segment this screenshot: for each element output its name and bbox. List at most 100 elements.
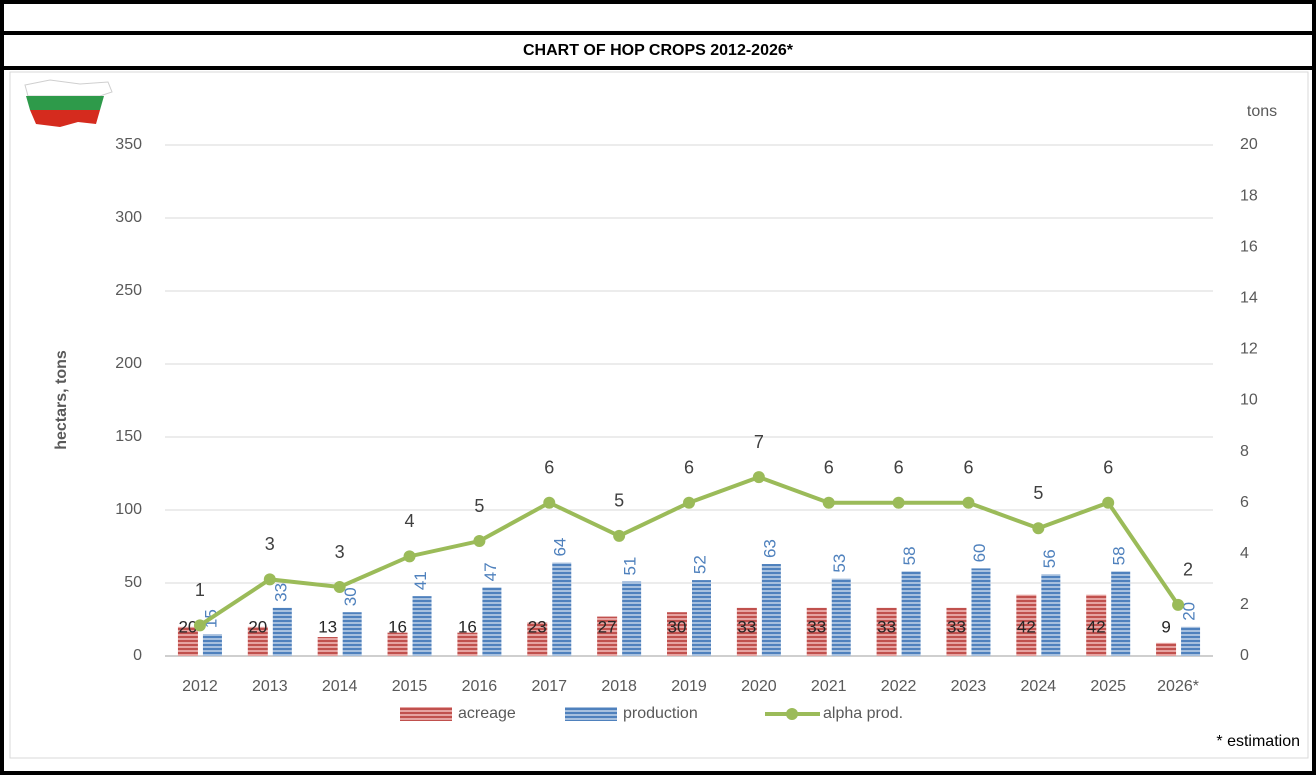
x-tick-label: 2021	[811, 678, 847, 695]
line-value-label: 6	[894, 457, 904, 477]
x-tick-label: 2020	[741, 678, 777, 695]
line-value-label: 6	[824, 457, 834, 477]
bar-value-label: 16	[388, 617, 407, 636]
y2-tick-label: 4	[1240, 545, 1249, 562]
line-point	[403, 550, 416, 563]
line-point	[962, 496, 975, 509]
bar-value-label: 53	[830, 554, 849, 573]
bar	[317, 637, 338, 656]
bar-value-label: 56	[1040, 549, 1059, 568]
line-value-label: 5	[474, 496, 484, 516]
y2-tick-label: 16	[1240, 238, 1258, 255]
line-point	[683, 496, 695, 509]
y-axis-label: hectars, tons	[53, 350, 70, 450]
bar	[806, 607, 827, 656]
chart-title: CHART OF HOP CROPS 2012-2026*	[523, 42, 794, 59]
bar	[412, 596, 432, 656]
bar-value-label: 23	[528, 617, 547, 636]
x-tick-label: 2024	[1021, 678, 1057, 695]
bar-value-label: 30	[668, 617, 687, 636]
x-tick-label: 2019	[671, 678, 707, 695]
bar-value-label: 16	[458, 617, 477, 636]
bar-value-label: 33	[947, 617, 966, 636]
y2-tick-label: 18	[1240, 187, 1258, 204]
bar-value-label: 33	[807, 617, 826, 636]
y2-axis-label: tons	[1247, 103, 1277, 120]
bar-value-label: 51	[621, 557, 640, 576]
line-value-label: 7	[754, 432, 764, 452]
bar	[387, 632, 408, 656]
bar-value-label: 27	[598, 617, 617, 636]
x-tick-label: 2016	[462, 678, 498, 695]
bar	[901, 571, 921, 656]
legend-swatch	[786, 708, 798, 720]
bar-value-label: 42	[1087, 617, 1106, 636]
bar-value-label: 42	[1017, 617, 1036, 636]
bar	[761, 564, 781, 656]
y-tick-label: 200	[115, 355, 142, 372]
bar-value-label: 41	[411, 571, 430, 590]
line-value-label: 2	[1183, 560, 1193, 580]
line-value-label: 6	[684, 457, 694, 477]
x-tick-label: 2023	[951, 678, 987, 695]
line-value-label: 3	[335, 542, 345, 562]
x-tick-label: 2026*	[1157, 678, 1199, 695]
bar	[667, 612, 687, 656]
line-value-label: 1	[195, 580, 205, 600]
bar	[202, 634, 222, 656]
line-point	[333, 581, 346, 594]
line-value-label: 6	[1103, 457, 1113, 477]
y-tick-label: 100	[115, 501, 142, 518]
line-point	[1032, 522, 1045, 535]
bar	[177, 626, 198, 656]
bar-value-label: 30	[341, 587, 360, 606]
bar-value-label: 20	[178, 617, 197, 636]
y-tick-label: 350	[115, 136, 142, 153]
line-point	[1102, 496, 1115, 509]
bar	[457, 632, 478, 656]
bar	[831, 578, 851, 656]
plot-frame	[9, 71, 1309, 759]
bar	[272, 607, 292, 656]
x-tick-label: 2013	[252, 678, 288, 695]
bar	[622, 581, 642, 656]
bar	[597, 616, 618, 656]
bar	[342, 612, 362, 656]
line-point	[263, 573, 276, 586]
y-tick-label: 0	[133, 647, 142, 664]
x-tick-label: 2015	[392, 678, 428, 695]
line-value-label: 6	[544, 457, 554, 477]
line-value-label: 5	[1033, 483, 1043, 503]
bar	[1181, 626, 1201, 656]
bar	[552, 562, 572, 656]
bar-value-label: 58	[1110, 546, 1129, 565]
annotation: * estimation	[1216, 733, 1300, 750]
bar	[1016, 594, 1037, 656]
bar-value-label: 60	[970, 543, 989, 562]
bar-value-label: 20	[1180, 602, 1199, 621]
line-value-label: 3	[265, 534, 275, 554]
bar-value-label: 33	[271, 583, 290, 602]
bar	[1086, 594, 1107, 656]
y2-tick-label: 2	[1240, 596, 1249, 613]
y-tick-label: 250	[115, 282, 142, 299]
line-point	[473, 535, 486, 548]
y-tick-label: 50	[124, 574, 142, 591]
x-tick-label: 2012	[182, 678, 218, 695]
legend-swatch	[400, 707, 452, 721]
bar-value-label: 33	[877, 617, 896, 636]
bar-value-label: 47	[481, 562, 500, 581]
bar	[876, 607, 897, 656]
line-point	[1172, 598, 1185, 611]
legend-label: production	[623, 705, 698, 722]
bar-value-label: 63	[760, 539, 779, 558]
bar	[1041, 574, 1061, 656]
y2-tick-label: 8	[1240, 443, 1249, 460]
y-tick-label: 300	[115, 209, 142, 226]
legend-label: acreage	[458, 705, 516, 722]
line-point	[543, 496, 556, 509]
y2-tick-label: 14	[1240, 290, 1258, 307]
bar-value-label: 9	[1161, 617, 1170, 636]
y2-tick-label: 0	[1240, 647, 1249, 664]
